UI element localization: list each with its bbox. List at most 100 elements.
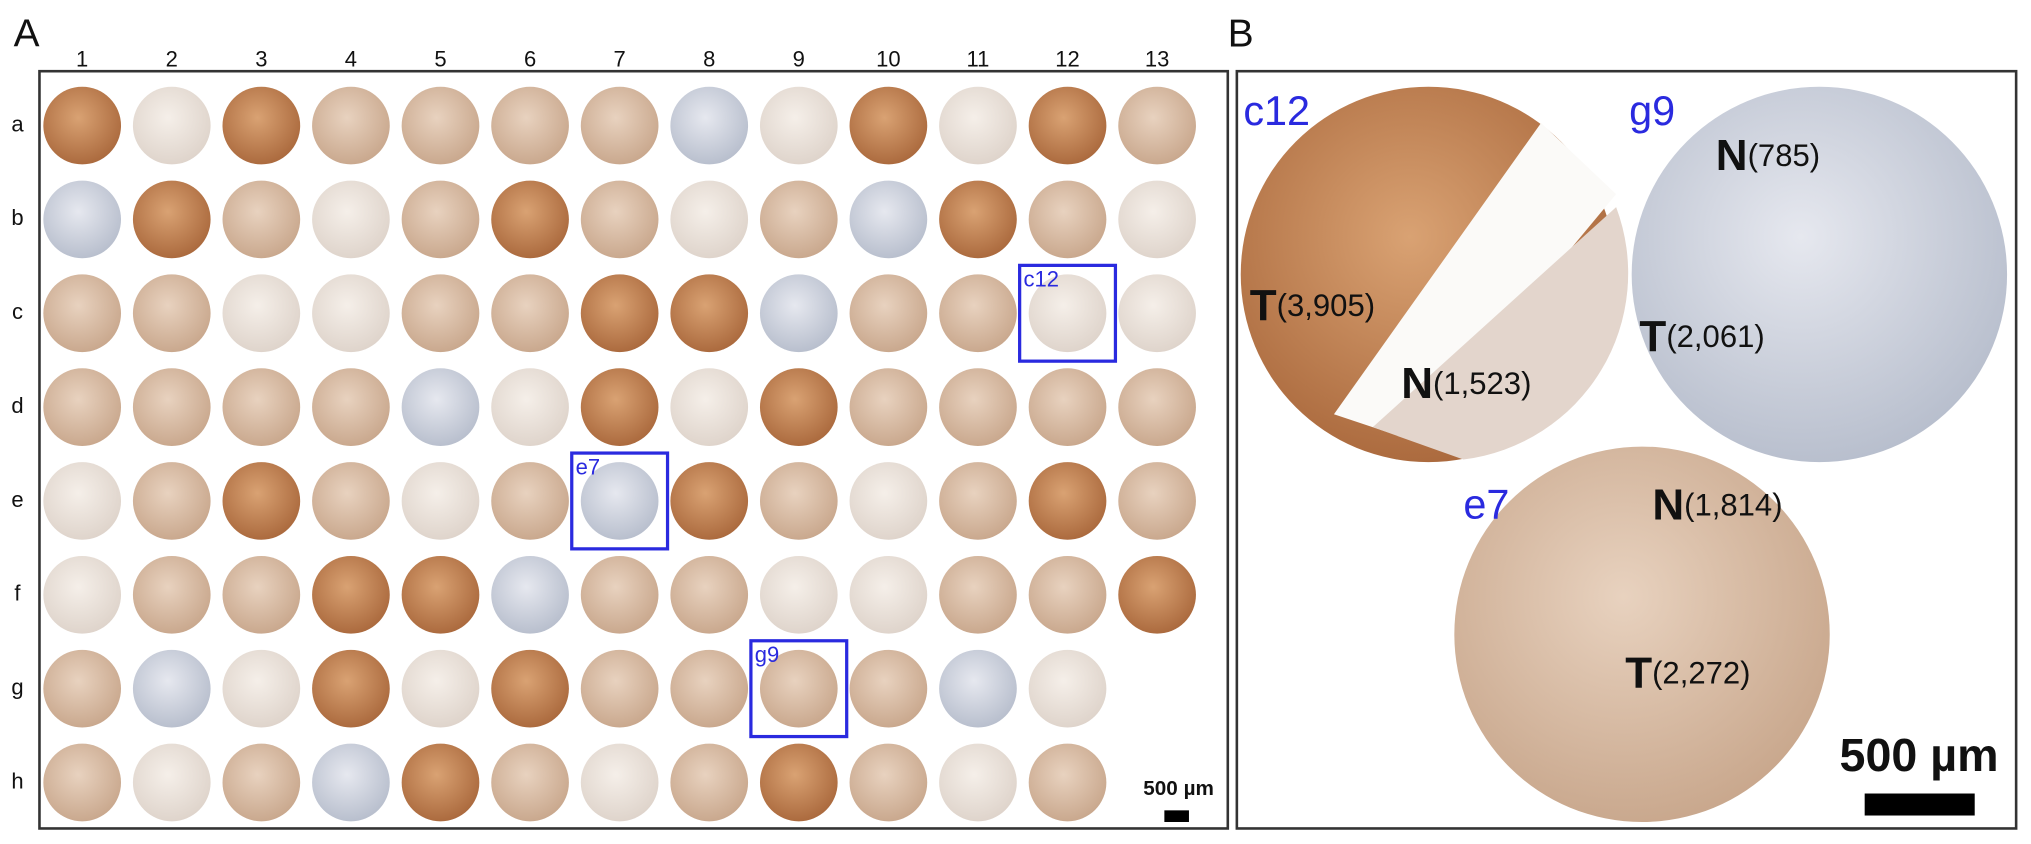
tissue-core [1118,274,1196,353]
tissue-core [222,368,301,446]
annotation: N(1,523) [1401,358,1531,407]
tissue-core [580,86,659,165]
tissue-core [132,743,211,822]
tissue-core [491,368,569,446]
tissue-core [1028,368,1107,446]
tissue-core [759,274,838,353]
tissue-core [401,368,480,446]
column-label: 10 [876,47,900,72]
tissue-core [132,274,211,353]
tissue-core [759,555,838,634]
core-label: c12 [1243,88,1310,134]
highlight-box [570,451,670,551]
panel-a-frame [38,69,1230,830]
tissue-core [491,86,569,165]
annotation: T(2,272) [1625,648,1750,697]
tissue-core [132,649,211,728]
box-label: e7 [576,454,600,479]
row-label: g [11,674,23,699]
row-label: c [12,299,23,324]
tissue-core [1028,274,1107,353]
tissue-core [939,274,1017,353]
tissue-core [1028,462,1107,540]
tissue-core [401,462,480,540]
row-label: e [11,487,23,512]
tissue-core [580,555,659,634]
scale-label: 500 µm [1143,777,1214,800]
tissue-core [759,86,838,165]
tissue-core [580,368,659,446]
scale-bar [1864,793,1975,816]
tissue-core [849,743,928,822]
tissue-core [849,555,928,634]
row-label: a [11,111,24,136]
tissue-core [401,180,480,259]
tissue-core [670,743,749,822]
tissue-core [222,649,301,728]
tissue-core [580,462,659,540]
tissue-core [580,743,659,822]
panel-b-frame [1235,69,2018,830]
tissue-core [670,462,749,540]
tissue-core [491,180,569,259]
tissue-core [132,555,211,634]
annotation-letter: T [1639,312,1666,361]
column-label: 2 [166,47,178,72]
tissue-core [491,274,569,353]
annotation-count: (1,814) [1684,488,1782,523]
tissue-core [759,180,838,259]
tissue-core [312,649,390,728]
column-label: 7 [614,47,626,72]
tissue-core [43,180,122,259]
annotation-count: (785) [1748,138,1820,173]
annotation: N(785) [1716,131,1820,180]
tissue-core [670,86,749,165]
tissue-core [132,368,211,446]
tissue-core [401,274,480,353]
tissue-core [222,180,301,259]
tissue-core [670,368,749,446]
box-label: c12 [1024,267,1059,292]
tissue-core [759,462,838,540]
column-label: 12 [1055,47,1079,72]
tissue-core [1118,180,1196,259]
annotation-letter: N [1716,131,1748,180]
panel-label: B [1228,12,1254,55]
tissue-core [132,462,211,540]
column-label: 3 [255,47,267,72]
column-label: 5 [434,47,446,72]
annotation-letter: T [1250,281,1277,330]
tissue-core [43,274,122,353]
tissue-core [1028,743,1107,822]
panel-label: A [14,12,40,55]
column-label: 13 [1145,47,1169,72]
highlight-box [1018,263,1118,363]
tissue-core [849,180,928,259]
tissue-core [491,743,569,822]
tissue-core [401,743,480,822]
tissue-core [849,86,928,165]
tissue-core [43,649,122,728]
tissue-gap [1333,122,1617,441]
annotation-letter: N [1652,480,1684,529]
tissue-core [939,743,1017,822]
tissue-core [312,555,390,634]
scale-bar [1164,810,1189,822]
row-label: h [11,768,23,793]
tissue-cores [43,86,1196,822]
tissue-core [401,555,480,634]
tissue-core [759,743,838,822]
tissue-core [312,743,390,822]
annotation: N(1,814) [1652,480,1782,529]
tissue-core [1118,368,1196,446]
annotation: T(2,061) [1639,312,1764,361]
tissue-core [580,649,659,728]
tissue-core [1118,86,1196,165]
annotation-count: (2,272) [1652,656,1750,691]
tissue-core [43,86,122,165]
tissue-core [1118,462,1196,540]
column-label: 1 [76,47,88,72]
tissue-core [1028,86,1107,165]
